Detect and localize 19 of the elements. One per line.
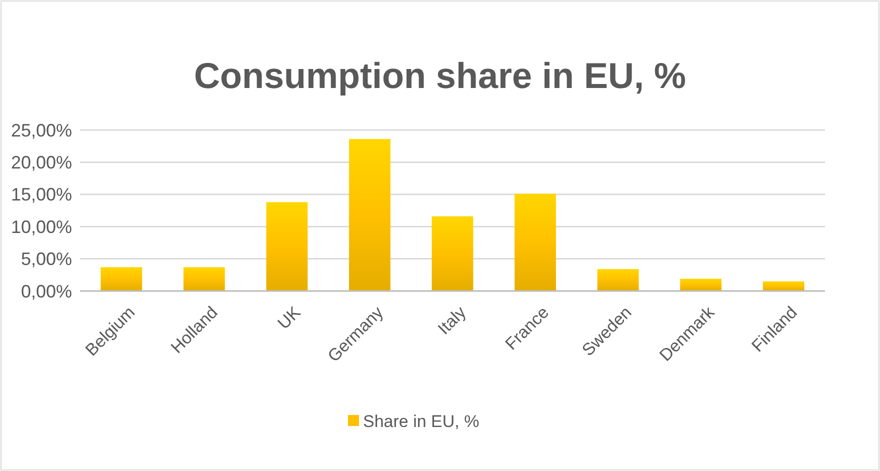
y-tick-label: 5,00%: [20, 249, 72, 270]
bar: [514, 194, 556, 291]
x-tick-label: UK: [274, 302, 305, 333]
legend-label: Share in EU, %: [363, 412, 480, 431]
bar: [432, 216, 474, 291]
y-tick-label: 15,00%: [10, 184, 72, 205]
bar: [680, 278, 722, 291]
bar: [183, 267, 225, 291]
bar: [100, 267, 142, 291]
x-tick-label: Italy: [434, 302, 470, 338]
y-tick-label: 20,00%: [10, 152, 72, 172]
y-tick-label: 10,00%: [10, 216, 72, 237]
bar: [349, 139, 390, 291]
bar: [762, 281, 804, 291]
bar: [266, 202, 308, 291]
chart-title: Consumption share in EU, %: [194, 55, 686, 96]
y-tick-label: 25,00%: [10, 120, 72, 140]
bar: [597, 269, 639, 291]
y-tick-label: 0,00%: [20, 281, 72, 302]
